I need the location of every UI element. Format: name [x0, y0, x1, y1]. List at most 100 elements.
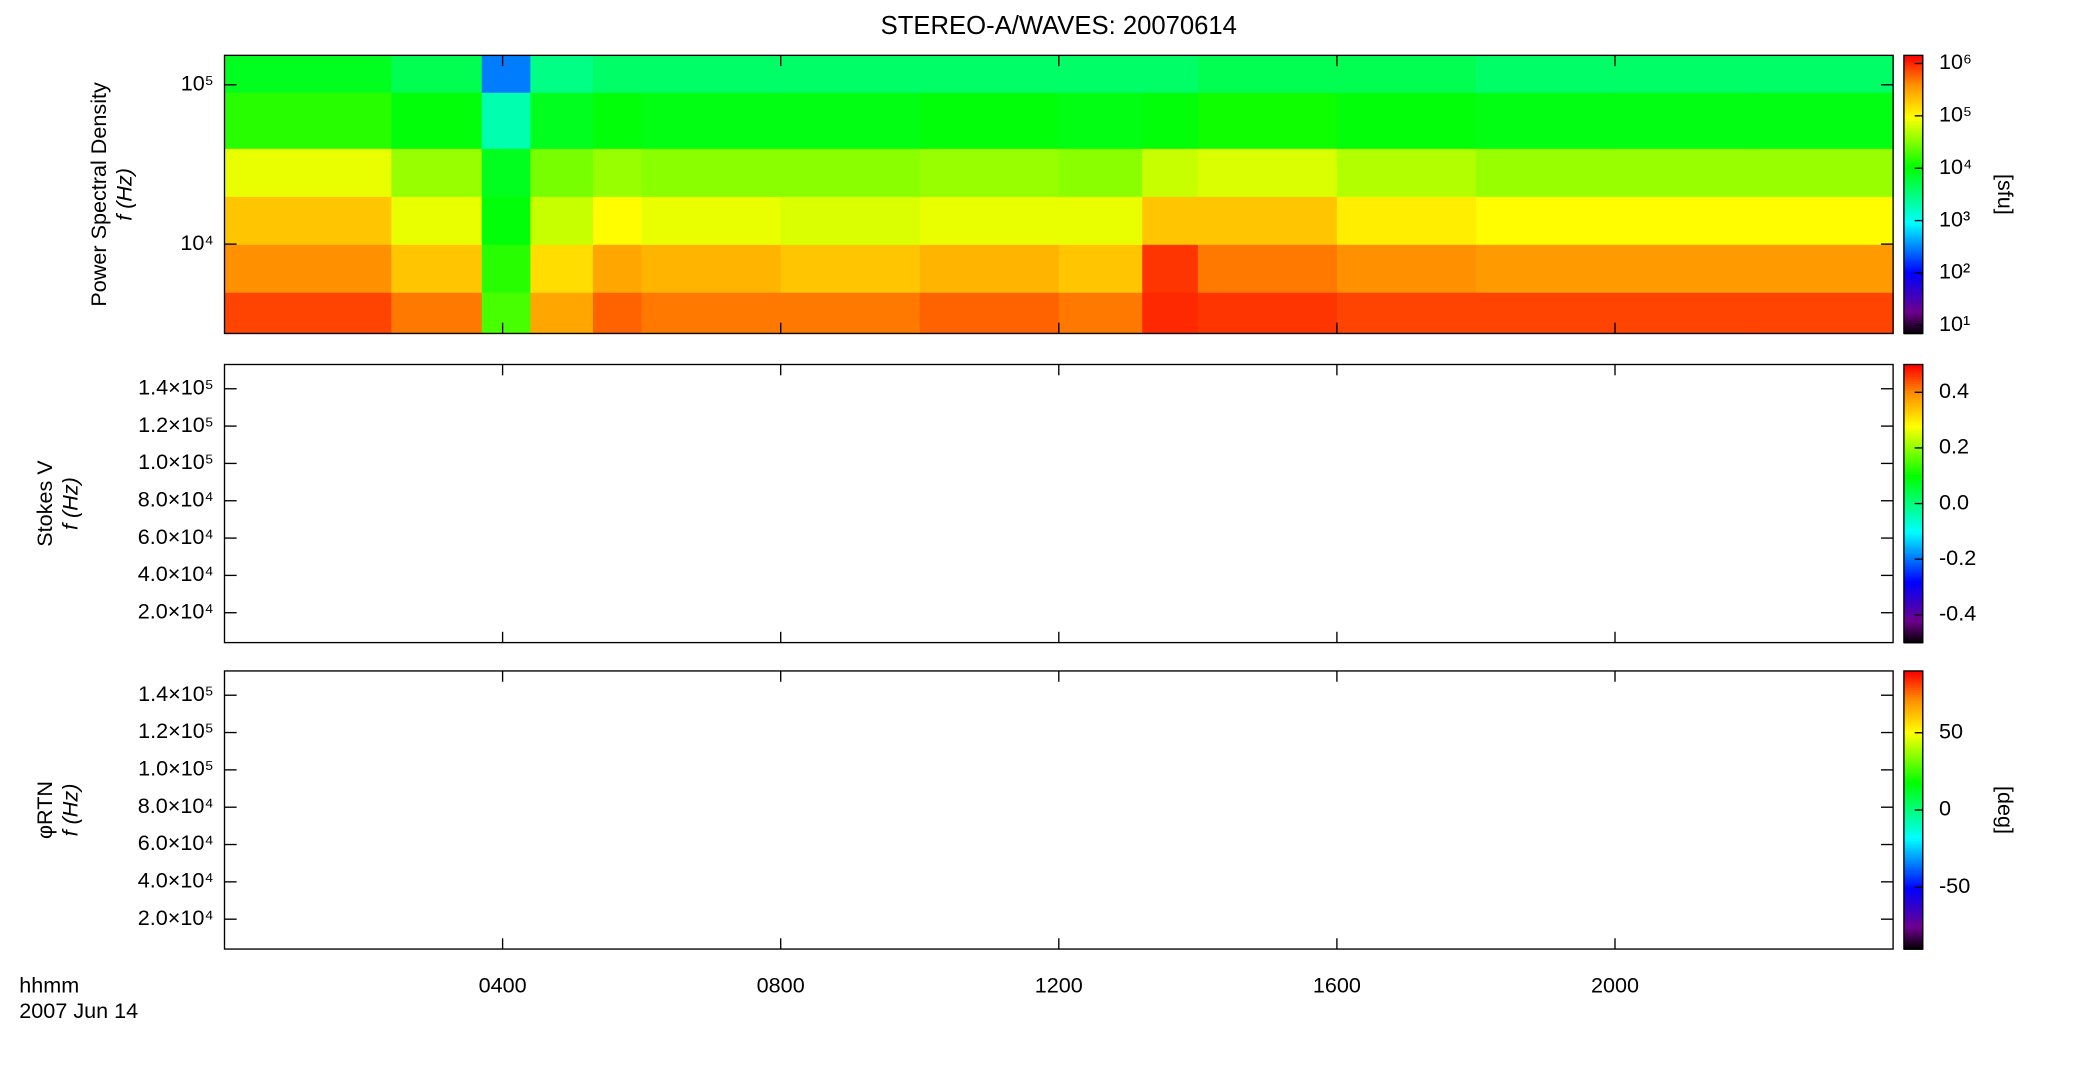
colorbar-label: [deg] — [1993, 786, 2018, 834]
colorbar-strip — [1903, 159, 1923, 163]
colorbar-strip — [1903, 842, 1923, 846]
heatmap-cell — [1058, 292, 1143, 335]
colorbar-strip — [1903, 387, 1923, 391]
colorbar-strip — [1903, 682, 1923, 686]
colorbar-strip — [1903, 282, 1923, 286]
colorbar-strip — [1903, 612, 1923, 616]
colorbar-strip — [1903, 673, 1923, 677]
colorbar-strip — [1903, 584, 1923, 588]
colorbar-strip — [1903, 752, 1923, 756]
colorbar-strip — [1903, 331, 1923, 335]
y-tick-label: 1.2×10⁵ — [138, 412, 214, 437]
colorbar-strip — [1903, 545, 1923, 549]
colorbar-strip — [1903, 284, 1923, 288]
colorbar-strip — [1903, 97, 1923, 101]
colorbar-strip — [1903, 745, 1923, 749]
colorbar-strip — [1903, 768, 1923, 772]
heatmap-cell — [1754, 92, 1894, 149]
colorbar-strip — [1903, 800, 1923, 804]
colorbar-strip — [1903, 73, 1923, 78]
colorbar-strip — [1903, 485, 1923, 489]
colorbar-strip — [1903, 701, 1923, 705]
heatmap-cell — [1197, 196, 1338, 245]
colorbar-strip — [1903, 556, 1923, 560]
colorbar-strip — [1903, 406, 1923, 410]
colorbar-strip — [1903, 408, 1923, 412]
colorbar-strip — [1903, 403, 1923, 408]
colorbar-strip — [1903, 803, 1923, 807]
colorbar-strip — [1903, 464, 1923, 468]
colorbar-strip — [1903, 640, 1923, 644]
heatmap-cell — [1615, 92, 1755, 149]
colorbar-strip — [1903, 503, 1923, 507]
heatmap-cell — [481, 55, 532, 93]
colorbar-strip — [1903, 182, 1923, 186]
heatmap-cell — [1754, 148, 1894, 197]
colorbar-strip — [1903, 243, 1923, 247]
colorbar-strip — [1903, 907, 1923, 911]
colorbar-strip — [1903, 475, 1923, 479]
colorbar-strip — [1903, 860, 1923, 865]
colorbar-strip — [1903, 64, 1923, 68]
x-tick-label: 0800 — [757, 973, 805, 998]
colorbar-strip — [1903, 80, 1923, 84]
colorbar-strip — [1903, 217, 1923, 221]
colorbar-strip — [1903, 473, 1923, 477]
colorbar-strip — [1903, 71, 1923, 75]
y-tick-label: 1.4×10⁵ — [138, 374, 214, 399]
colorbar-strip — [1903, 201, 1923, 205]
colorbar-strip — [1903, 187, 1923, 191]
colorbar-strip — [1903, 840, 1923, 844]
colorbar-strip — [1903, 389, 1923, 394]
heatmap-cell — [919, 196, 1060, 245]
colorbar-strip — [1903, 529, 1923, 533]
colorbar-strip — [1903, 487, 1923, 491]
colorbar-strip — [1903, 761, 1923, 765]
colorbar-strip — [1903, 369, 1923, 373]
colorbar-strip — [1903, 696, 1923, 700]
colorbar-strip — [1903, 314, 1923, 319]
colorbar-tick-label: 50 — [1939, 718, 1963, 743]
colorbar-strip — [1903, 240, 1923, 244]
colorbar-strip — [1903, 914, 1923, 918]
colorbar-tick-label: 10⁴ — [1939, 154, 1972, 179]
y-tick-label: 8.0×10⁴ — [138, 793, 214, 818]
heatmap-cell — [592, 92, 643, 149]
colorbar-strip — [1903, 508, 1923, 512]
colorbar-strip — [1903, 161, 1923, 166]
heatmap-cell — [1142, 148, 1199, 197]
colorbar-strip — [1903, 851, 1923, 855]
x-tick-label: 1600 — [1313, 973, 1361, 998]
colorbar-strip — [1903, 870, 1923, 874]
colorbar-strip — [1903, 310, 1923, 314]
heatmap-cell — [592, 292, 643, 335]
colorbar-strip — [1903, 233, 1923, 237]
colorbar-strip — [1903, 417, 1923, 421]
colorbar-strip — [1903, 152, 1923, 156]
y-tick-label: 10⁵ — [181, 70, 214, 95]
colorbar-strip — [1903, 879, 1923, 883]
colorbar-strip — [1903, 854, 1923, 858]
colorbar-strip — [1903, 307, 1923, 312]
colorbar-strip — [1903, 429, 1923, 433]
colorbar-strip — [1903, 816, 1923, 821]
colorbar-strip — [1903, 219, 1923, 224]
colorbar-strip — [1903, 791, 1923, 795]
colorbar-strip — [1903, 810, 1923, 814]
colorbar-strip — [1903, 680, 1923, 684]
colorbar-strip — [1903, 905, 1923, 909]
colorbar-strip — [1903, 383, 1923, 387]
colorbar-strip — [1903, 735, 1923, 739]
heatmap-cell — [780, 244, 921, 293]
colorbar-tick-label: -0.4 — [1939, 600, 1976, 625]
heatmap-cell — [1754, 55, 1894, 93]
colorbar-strip — [1903, 129, 1923, 133]
colorbar-strip — [1903, 117, 1923, 122]
x-tick-label: 2000 — [1591, 973, 1639, 998]
y-axis-label: Power Spectral Density — [86, 82, 111, 307]
colorbar-strip — [1903, 698, 1923, 702]
colorbar-strip — [1903, 689, 1923, 693]
colorbar-strip — [1903, 895, 1923, 899]
colorbar-strip — [1903, 925, 1923, 930]
colorbar-strip — [1903, 268, 1923, 272]
